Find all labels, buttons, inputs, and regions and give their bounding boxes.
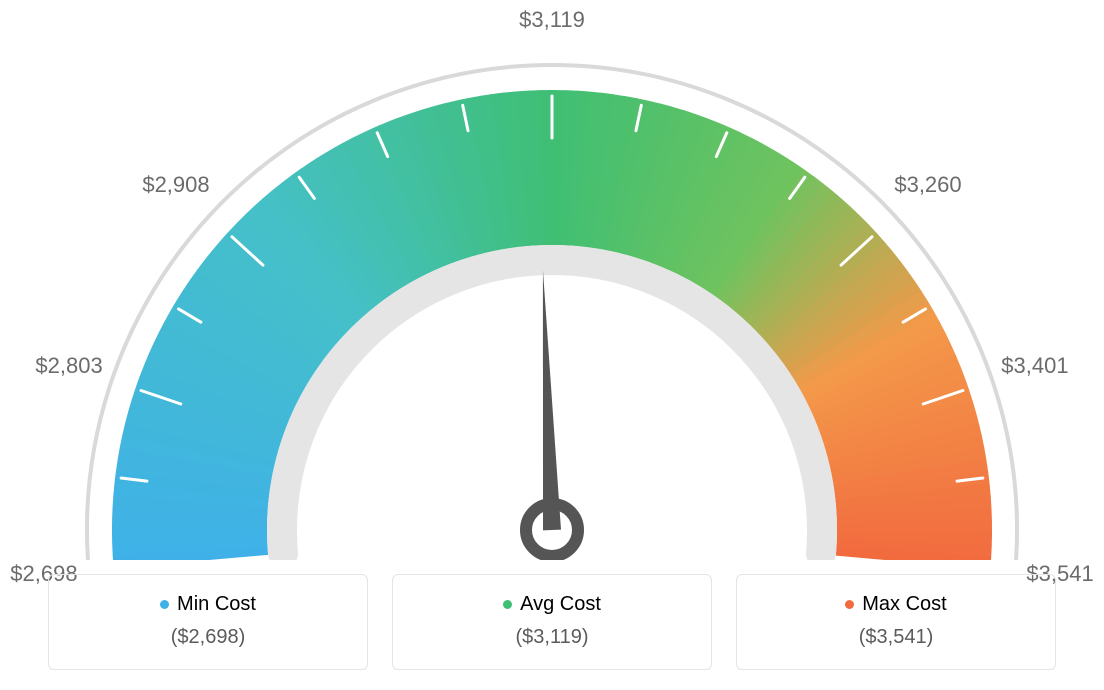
legend-row: Min Cost ($2,698) Avg Cost ($3,119) Max …	[40, 574, 1064, 670]
legend-label-max: Max Cost	[862, 593, 946, 616]
legend-title-max: Max Cost	[845, 593, 946, 616]
legend-card-avg: Avg Cost ($3,119)	[392, 574, 712, 670]
legend-label-min: Min Cost	[177, 593, 256, 616]
gauge-tick-label: $3,119	[519, 7, 585, 33]
legend-dot-avg	[503, 600, 512, 609]
legend-title-min: Min Cost	[160, 593, 256, 616]
legend-dot-min	[160, 600, 169, 609]
gauge-tick-label: $3,260	[894, 172, 961, 198]
legend-card-max: Max Cost ($3,541)	[736, 574, 1056, 670]
legend-title-avg: Avg Cost	[503, 593, 601, 616]
gauge-tick-label: $2,803	[35, 353, 102, 379]
gauge-tick-label: $3,401	[1001, 353, 1068, 379]
legend-card-min: Min Cost ($2,698)	[48, 574, 368, 670]
legend-value-max: ($3,541)	[747, 626, 1045, 649]
legend-dot-max	[845, 600, 854, 609]
gauge-tick-label: $2,908	[142, 172, 209, 198]
gauge-chart	[0, 0, 1104, 560]
legend-value-avg: ($3,119)	[403, 626, 701, 649]
gauge-container: $2,698$2,803$2,908$3,119$3,260$3,401$3,5…	[0, 0, 1104, 560]
legend-value-min: ($2,698)	[59, 626, 357, 649]
legend-label-avg: Avg Cost	[520, 593, 601, 616]
